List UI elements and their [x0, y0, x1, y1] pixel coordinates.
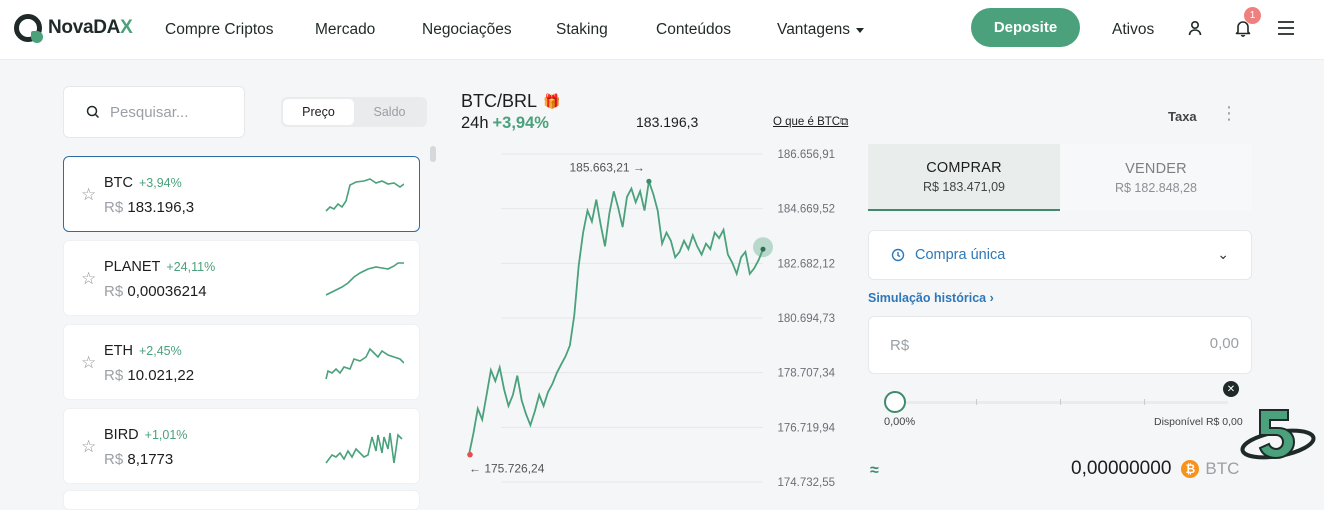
current-price-dot	[760, 246, 766, 252]
watermark-logo-icon	[1240, 409, 1316, 460]
price-chart[interactable]: 186.656,91 184.669,52 182.682,12 180.694,73…	[461, 140, 841, 495]
coin-card-btc[interactable]: ☆ BTC +3,94% R$ 183.196,3	[63, 156, 420, 232]
y-tick-label: 180.694,73	[777, 313, 835, 325]
available-balance: Disponível R$ 0,00	[1154, 416, 1243, 428]
nav-vantagens[interactable]: Vantagens	[777, 0, 864, 60]
bitcoin-icon: ₿	[1181, 460, 1200, 478]
y-tick-label: 174.732,55	[777, 477, 835, 489]
price-line	[468, 181, 764, 455]
nav-staking[interactable]: Staking	[556, 21, 608, 38]
novadax-logo[interactable]: NovaDAX	[14, 12, 133, 44]
buy-sell-tabs: COMPRAR R$ 183.471,09 VENDER R$ 182.848,…	[868, 144, 1252, 211]
search-box[interactable]	[63, 86, 245, 138]
coin-change: +1,01%	[144, 428, 188, 442]
y-tick-label: 186.656,91	[777, 149, 835, 161]
coin-card-bird[interactable]: ☆ BIRD +1,01% R$ 8,1773	[63, 408, 420, 484]
y-tick-label: 184.669,52	[777, 204, 835, 216]
nav-compre-criptos[interactable]: Compre Criptos	[165, 21, 274, 38]
toggle-preco[interactable]: Preço	[283, 99, 354, 125]
coin-currency: R$	[104, 199, 124, 216]
logo-mark-icon	[14, 14, 43, 43]
star-icon[interactable]: ☆	[81, 437, 97, 456]
coin-price: 183.196,3	[127, 199, 195, 216]
coin-sparkline	[325, 347, 404, 380]
nav-negociacoes[interactable]: Negociações	[422, 21, 512, 38]
high-label: 185.663,21 →	[570, 160, 645, 174]
approx-symbol: ≈	[870, 462, 879, 479]
order-type-label: Compra única	[915, 247, 1006, 263]
coin-currency: R$	[104, 451, 124, 468]
clock-icon	[891, 248, 905, 262]
pair-title: BTC/BRL 🎁	[461, 91, 561, 111]
list-scrollbar[interactable]	[430, 146, 436, 162]
menu-icon[interactable]	[1274, 16, 1298, 40]
star-icon[interactable]: ☆	[81, 269, 97, 288]
period-change: 24h +3,94%	[461, 114, 549, 132]
logo-text-x: X	[120, 17, 133, 38]
chevron-down-icon: ⌄	[1217, 246, 1229, 262]
y-tick-label: 176.719,94	[777, 422, 835, 434]
nav-mercado[interactable]: Mercado	[315, 21, 376, 38]
amount-input[interactable]	[1039, 335, 1239, 352]
coin-change: +3,94%	[139, 176, 182, 190]
star-icon[interactable]: ☆	[81, 185, 97, 204]
low-marker	[467, 451, 473, 458]
amount-currency: R$	[890, 337, 910, 354]
amount-slider[interactable]	[884, 389, 1240, 415]
gift-icon[interactable]: 🎁	[543, 93, 561, 109]
fee-link[interactable]: Taxa	[1168, 109, 1197, 124]
low-label: ← 175.726,24	[469, 462, 545, 476]
estimated-amount: 0,00000000 ₿ BTC	[1071, 458, 1240, 479]
slider-percent: 0,00%	[884, 416, 916, 428]
bell-icon[interactable]: 1	[1231, 7, 1261, 40]
toggle-saldo[interactable]: Saldo	[373, 105, 406, 119]
star-icon[interactable]: ☆	[81, 353, 97, 372]
notification-badge: 1	[1244, 7, 1261, 24]
coin-symbol: BTC	[104, 175, 133, 191]
user-icon[interactable]	[1183, 16, 1207, 40]
coin-sparkline	[325, 262, 404, 296]
nav-ativos[interactable]: Ativos	[1112, 21, 1155, 38]
coin-change: +2,45%	[139, 344, 182, 358]
more-options-icon[interactable]: ⋮	[1220, 103, 1238, 123]
tab-vender[interactable]: VENDER R$ 182.848,28	[1060, 144, 1252, 211]
slider-handle[interactable]	[884, 391, 906, 413]
caret-down-icon	[855, 27, 864, 33]
coin-currency: R$	[104, 283, 124, 300]
close-icon[interactable]: ✕	[1223, 381, 1239, 397]
top-navigation-bar: NovaDAX Compre Criptos Mercado Negociaçõ…	[0, 0, 1324, 60]
coin-card-next[interactable]	[63, 490, 420, 510]
search-icon	[86, 105, 100, 119]
coin-price: 8,1773	[127, 451, 174, 468]
coin-change: +24,11%	[166, 260, 216, 274]
price-balance-toggle: Preço Saldo	[281, 97, 427, 127]
coin-card-eth[interactable]: ☆ ETH +2,45% R$ 10.021,22	[63, 324, 420, 400]
coin-sparkline	[325, 178, 404, 212]
coin-price: 0,00036214	[127, 283, 207, 300]
nav-conteudos[interactable]: Conteúdos	[656, 21, 731, 38]
coin-sparkline	[325, 432, 403, 464]
coin-price: 10.021,22	[127, 367, 195, 384]
high-marker	[646, 178, 652, 184]
historical-simulation-link[interactable]: Simulação histórica ›	[868, 291, 994, 305]
logo-text: NovaDA	[48, 17, 121, 38]
coin-symbol: ETH	[104, 343, 133, 359]
coin-currency: R$	[104, 367, 124, 384]
chevron-right-icon: ›	[989, 291, 994, 305]
external-link-icon: ⧉	[840, 116, 849, 128]
what-is-btc-link[interactable]: O que é BTC⧉	[773, 116, 849, 128]
amount-field[interactable]: R$	[868, 316, 1252, 374]
coin-symbol: PLANET	[104, 259, 161, 275]
tab-comprar[interactable]: COMPRAR R$ 183.471,09	[868, 144, 1060, 211]
deposit-button[interactable]: Deposite	[971, 8, 1080, 47]
y-tick-label: 178.707,34	[777, 368, 835, 380]
y-tick-label: 182.682,12	[777, 258, 835, 270]
coin-card-planet[interactable]: ☆ PLANET +24,11% R$ 0,00036214	[63, 240, 420, 316]
order-type-select[interactable]: Compra única ⌄	[868, 230, 1252, 280]
coin-symbol: BIRD	[104, 427, 139, 443]
search-input[interactable]	[110, 103, 240, 121]
last-price: 183.196,3	[636, 114, 699, 130]
